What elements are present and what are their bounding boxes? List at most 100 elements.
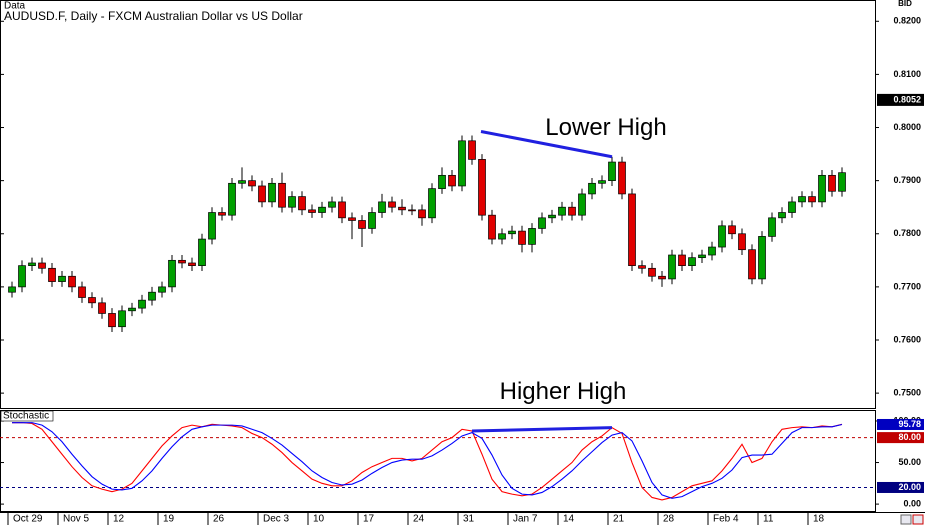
candle-body	[38, 262, 46, 269]
x-tick-label: Jan 7	[513, 514, 538, 525]
candle-body	[178, 259, 186, 264]
candle-body	[328, 201, 336, 208]
candle-body	[248, 180, 256, 187]
candle-body	[588, 182, 596, 195]
x-tick-label: Dec 3	[263, 514, 290, 525]
panel-label: Data	[4, 1, 26, 12]
candle-body	[438, 174, 446, 189]
candle-body	[638, 265, 646, 269]
current-value-box	[877, 418, 924, 430]
candle-body	[598, 180, 606, 184]
candle-body	[678, 254, 686, 266]
candle-body	[758, 236, 766, 280]
candle-body	[378, 201, 386, 213]
y-axis-label: BID	[898, 0, 912, 8]
close-icon[interactable]	[912, 514, 924, 525]
candle-body	[488, 214, 496, 240]
x-tick-label: Nov 5	[63, 514, 90, 525]
candle-body	[508, 230, 516, 235]
candle-body	[208, 212, 216, 240]
candle-body	[358, 220, 366, 229]
candle-body	[748, 249, 756, 280]
candle-body	[698, 254, 706, 259]
candle-body	[828, 174, 836, 192]
candle-body	[108, 313, 116, 328]
annotation-line	[480, 130, 613, 159]
x-tick-label: 31	[463, 514, 475, 525]
stochastic-line	[12, 422, 843, 501]
y-tick-label: 0.7700	[893, 281, 921, 291]
candle-body	[198, 238, 206, 266]
candle-body	[578, 193, 586, 216]
x-tick-label: 11	[763, 514, 774, 525]
candle-body	[428, 188, 436, 219]
candle-body	[228, 182, 236, 216]
candle-body	[68, 275, 76, 288]
candle-body	[498, 233, 506, 240]
candle-body	[258, 185, 266, 203]
candle-body	[718, 225, 726, 248]
annotation-text: Higher High	[500, 378, 627, 405]
candle-body	[408, 209, 416, 212]
candle-body	[808, 196, 816, 203]
x-tick-label: 10	[313, 514, 325, 525]
candle-body	[728, 225, 736, 235]
stochastic-line	[12, 422, 843, 499]
y-tick-label: 50.00	[898, 457, 921, 467]
level-box	[877, 432, 924, 444]
panel-label: Stochastic	[3, 411, 49, 422]
candle-body	[648, 267, 656, 277]
candle-body	[138, 299, 146, 309]
x-tick-label: 12	[113, 514, 125, 525]
candle-body	[608, 161, 616, 181]
x-tick-label: 26	[213, 514, 225, 525]
candle-body	[398, 206, 406, 211]
candle-body	[348, 217, 356, 221]
candle-body	[788, 201, 796, 213]
candle-body	[58, 275, 66, 282]
candle-body	[158, 286, 166, 293]
candle-body	[288, 196, 296, 208]
y-tick-label: 0.8200	[893, 16, 921, 26]
panel-label-box	[0, 410, 54, 422]
last-price-label: 0.8052	[893, 94, 921, 104]
level-box	[877, 481, 924, 493]
candle-body	[688, 257, 696, 266]
candle-body	[188, 262, 196, 266]
price-panel-frame	[0, 0, 876, 409]
candle-body	[538, 217, 546, 229]
last-price-box	[877, 93, 924, 106]
candle-body	[768, 217, 776, 237]
candle-body	[28, 262, 36, 266]
annotation-text: Lower High	[545, 114, 666, 141]
candle-body	[368, 212, 376, 229]
candle-body	[658, 275, 666, 280]
candle-body	[478, 159, 486, 216]
candle-body	[528, 228, 536, 245]
candle-body	[48, 267, 56, 282]
x-tick-label: 17	[363, 514, 375, 525]
candle-body	[78, 286, 86, 298]
candle-body	[548, 214, 556, 219]
candle-body	[8, 286, 16, 293]
x-tick-label: 28	[663, 514, 675, 525]
candle-body	[708, 246, 716, 256]
y-tick-label: 0.7500	[893, 388, 921, 398]
candle-body	[298, 196, 306, 211]
x-tick-label: Oct 29	[13, 514, 43, 525]
candle-body	[118, 310, 126, 328]
y-tick-label: 0.7600	[893, 334, 921, 344]
candle-body	[418, 209, 426, 219]
candle-body	[668, 254, 676, 280]
candle-body	[448, 174, 456, 187]
candle-body	[318, 206, 326, 213]
stochastic-panel-frame	[0, 410, 876, 512]
candle-body	[18, 265, 26, 288]
scroll-icon[interactable]	[900, 514, 912, 525]
candle-body	[618, 161, 626, 195]
candle-body	[168, 259, 176, 288]
x-tick-label: 21	[613, 514, 625, 525]
candle-body	[268, 182, 276, 203]
